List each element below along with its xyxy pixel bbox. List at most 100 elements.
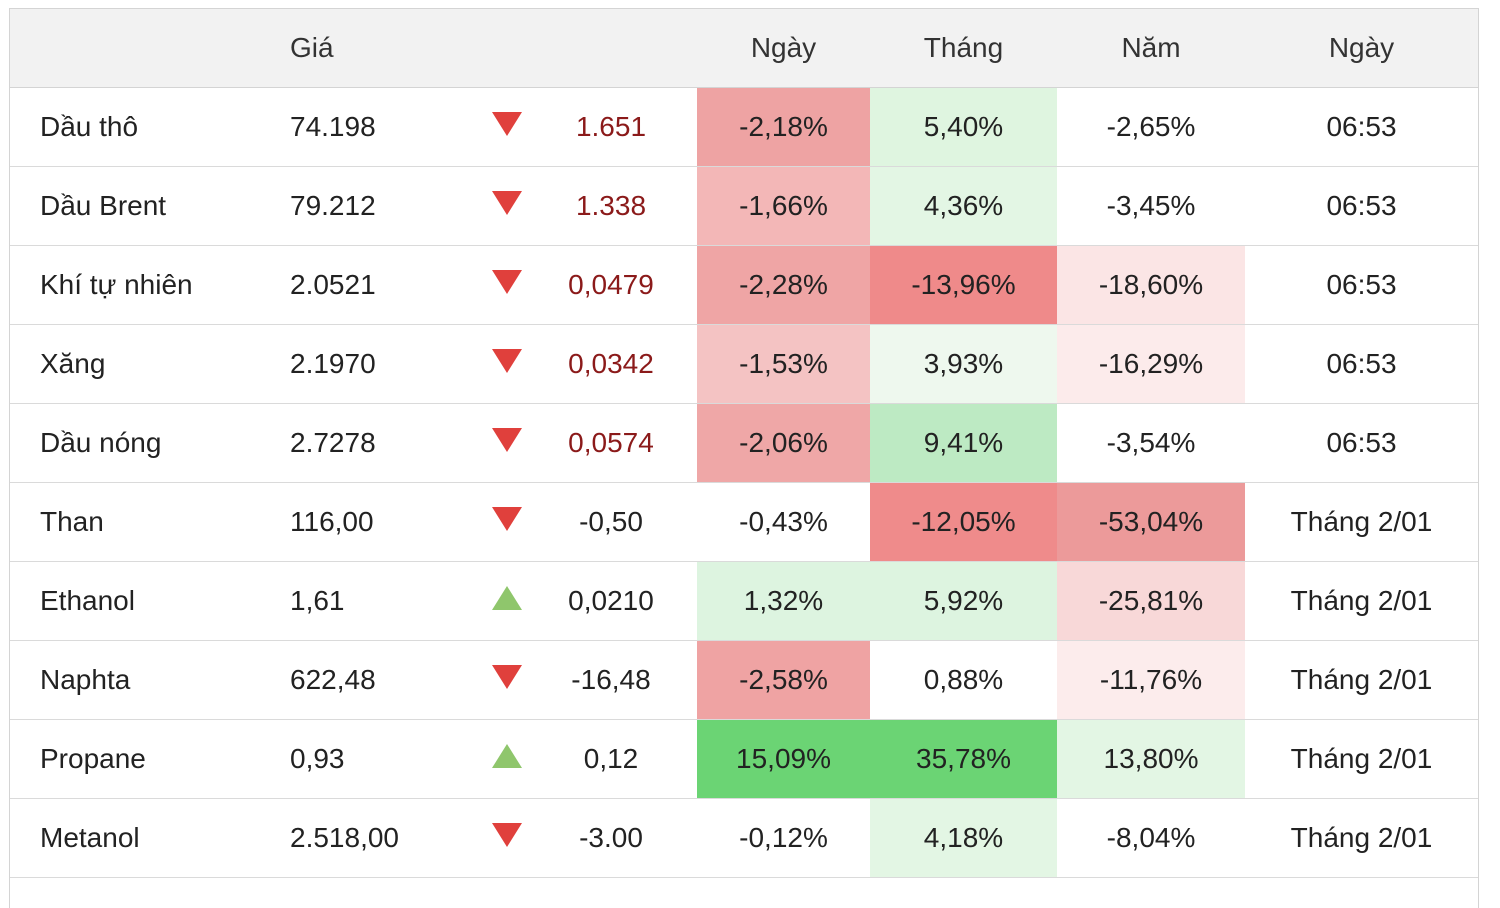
commodity-name-link[interactable]: Dầu nóng [10, 403, 260, 483]
header-name[interactable] [10, 9, 260, 88]
header-price[interactable]: Giá [260, 9, 425, 88]
month-percent-cell: 5,40% [870, 87, 1057, 167]
commodity-name-link[interactable]: Naphta [10, 640, 260, 720]
price-cell: 1,61 [260, 561, 425, 641]
change-cell: 0,0574 [525, 403, 697, 483]
year-percent-cell: -2,65% [1057, 87, 1245, 167]
commodity-table: Giá Ngày Tháng Năm Ngày Dầu thô 74.198 1.6… [10, 9, 1478, 878]
direction-cell [425, 245, 525, 325]
triangle-down-icon [492, 349, 522, 374]
change-cell: 0,0342 [525, 324, 697, 404]
day-percent-cell: -2,58% [697, 640, 870, 720]
header-month-percent[interactable]: Tháng [870, 9, 1057, 88]
table-row[interactable]: Than 116,00 -0,50 -0,43% -12,05% -53,04% Tháng… [10, 482, 1478, 562]
direction-cell [425, 87, 525, 167]
change-cell: 0,12 [525, 719, 697, 799]
price-cell: 0,93 [260, 719, 425, 799]
price-cell: 116,00 [260, 482, 425, 562]
day-percent-cell: -1,53% [697, 324, 870, 404]
direction-cell [425, 482, 525, 562]
header-day-percent[interactable]: Ngày [697, 9, 870, 88]
direction-cell [425, 561, 525, 641]
commodity-name-link[interactable]: Ethanol [10, 561, 260, 641]
header-change[interactable] [525, 9, 697, 88]
direction-cell [425, 798, 525, 878]
change-cell: -3.00 [525, 798, 697, 878]
table-row[interactable]: Dầu Brent 79.212 1.338 -1,66% 4,36% -3,45% 06:… [10, 166, 1478, 246]
price-cell: 2.0521 [260, 245, 425, 325]
time-cell: 06:53 [1245, 324, 1478, 404]
year-percent-cell: -11,76% [1057, 640, 1245, 720]
price-cell: 2.7278 [260, 403, 425, 483]
commodity-name-link[interactable]: Dầu Brent [10, 166, 260, 246]
month-percent-cell: 35,78% [870, 719, 1057, 799]
day-percent-cell: -2,18% [697, 87, 870, 167]
year-percent-cell: -8,04% [1057, 798, 1245, 878]
table-row[interactable]: Naphta 622,48 -16,48 -2,58% 0,88% -11,76% Thán… [10, 640, 1478, 720]
header-time[interactable]: Ngày [1245, 9, 1478, 88]
header-arrow [425, 9, 525, 88]
day-percent-cell: -0,43% [697, 482, 870, 562]
change-cell: 1.338 [525, 166, 697, 246]
commodity-name-link[interactable]: Khí tự nhiên [10, 245, 260, 325]
table-row[interactable]: Xăng 2.1970 0,0342 -1,53% 3,93% -16,29% 06:53 [10, 324, 1478, 404]
header-year-percent[interactable]: Năm [1057, 9, 1245, 88]
table-row[interactable]: Propane 0,93 0,12 15,09% 35,78% 13,80% Tháng 2… [10, 719, 1478, 799]
change-cell: -0,50 [525, 482, 697, 562]
month-percent-cell: 0,88% [870, 640, 1057, 720]
commodity-name-link[interactable]: Dầu thô [10, 87, 260, 167]
table-row[interactable]: Dầu thô 74.198 1.651 -2,18% 5,40% -2,65% 06:53 [10, 87, 1478, 167]
change-cell: 0,0479 [525, 245, 697, 325]
price-cell: 79.212 [260, 166, 425, 246]
triangle-up-icon [492, 744, 522, 769]
table-row[interactable]: Metanol 2.518,00 -3.00 -0,12% 4,18% -8,04% Thá… [10, 798, 1478, 878]
direction-cell [425, 640, 525, 720]
commodity-name-link[interactable]: Than [10, 482, 260, 562]
triangle-down-icon [492, 112, 522, 137]
commodity-name-link[interactable]: Metanol [10, 798, 260, 878]
table-row[interactable]: Ethanol 1,61 0,0210 1,32% 5,92% -25,81% Tháng … [10, 561, 1478, 641]
year-percent-cell: -18,60% [1057, 245, 1245, 325]
commodity-name-link[interactable]: Propane [10, 719, 260, 799]
direction-cell [425, 166, 525, 246]
triangle-up-icon [492, 586, 522, 611]
month-percent-cell: 9,41% [870, 403, 1057, 483]
time-cell: 06:53 [1245, 403, 1478, 483]
day-percent-cell: -0,12% [697, 798, 870, 878]
time-cell: 06:53 [1245, 245, 1478, 325]
table-row[interactable]: Dầu nóng 2.7278 0,0574 -2,06% 9,41% -3,54% 06:… [10, 403, 1478, 483]
month-percent-cell: 3,93% [870, 324, 1057, 404]
price-cell: 2.1970 [260, 324, 425, 404]
price-cell: 2.518,00 [260, 798, 425, 878]
time-cell: Tháng 2/01 [1245, 640, 1478, 720]
table-header: Giá Ngày Tháng Năm Ngày [10, 9, 1478, 88]
change-cell: 1.651 [525, 87, 697, 167]
triangle-down-icon [492, 665, 522, 690]
year-percent-cell: -53,04% [1057, 482, 1245, 562]
day-percent-cell: -2,28% [697, 245, 870, 325]
header-row: Giá Ngày Tháng Năm Ngày [10, 9, 1478, 88]
time-cell: Tháng 2/01 [1245, 719, 1478, 799]
price-cell: 622,48 [260, 640, 425, 720]
day-percent-cell: 1,32% [697, 561, 870, 641]
table-body: Dầu thô 74.198 1.651 -2,18% 5,40% -2,65% 06:53… [10, 87, 1478, 878]
time-cell: Tháng 2/01 [1245, 561, 1478, 641]
triangle-down-icon [492, 191, 522, 216]
commodity-table-container: Giá Ngày Tháng Năm Ngày Dầu thô 74.198 1.6… [9, 8, 1479, 908]
year-percent-cell: -16,29% [1057, 324, 1245, 404]
month-percent-cell: 4,18% [870, 798, 1057, 878]
change-cell: -16,48 [525, 640, 697, 720]
commodity-name-link[interactable]: Xăng [10, 324, 260, 404]
month-percent-cell: -12,05% [870, 482, 1057, 562]
triangle-down-icon [492, 428, 522, 453]
change-cell: 0,0210 [525, 561, 697, 641]
triangle-down-icon [492, 270, 522, 295]
triangle-down-icon [492, 507, 522, 532]
time-cell: Tháng 2/01 [1245, 798, 1478, 878]
year-percent-cell: -25,81% [1057, 561, 1245, 641]
year-percent-cell: 13,80% [1057, 719, 1245, 799]
direction-cell [425, 719, 525, 799]
triangle-down-icon [492, 823, 522, 848]
day-percent-cell: -2,06% [697, 403, 870, 483]
table-row[interactable]: Khí tự nhiên 2.0521 0,0479 -2,28% -13,96% -18… [10, 245, 1478, 325]
